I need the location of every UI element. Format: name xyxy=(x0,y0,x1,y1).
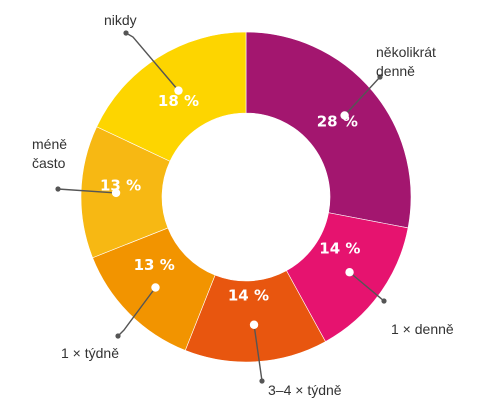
leader-end-dot xyxy=(55,186,61,192)
leader-end-dot xyxy=(381,298,387,304)
leader-line xyxy=(57,188,117,194)
leader-line xyxy=(349,271,385,302)
leader-dot xyxy=(340,111,349,120)
slice-value-label: 13 % xyxy=(100,176,141,194)
donut-slice xyxy=(96,31,247,162)
category-label: méně xyxy=(32,136,67,152)
leader-line xyxy=(253,324,263,382)
leader-end-dot xyxy=(115,333,121,339)
leader-line xyxy=(117,287,157,337)
leader-dot xyxy=(345,268,354,277)
slice-value-label: 14 % xyxy=(228,286,269,304)
leader-dot xyxy=(111,188,121,198)
leader-line xyxy=(344,76,381,116)
leader-dot xyxy=(151,283,160,292)
leader-dot xyxy=(174,86,183,95)
leader-end-dot xyxy=(259,378,265,384)
slice-value-label: 14 % xyxy=(319,240,360,258)
category-label: 3–4 × týdně xyxy=(268,382,342,398)
category-label: často xyxy=(32,155,66,171)
category-label: denně xyxy=(376,63,415,79)
leader-end-dot xyxy=(377,74,383,80)
leader-line xyxy=(125,32,180,92)
category-label: nikdy xyxy=(104,12,137,28)
category-label: 1 × denně xyxy=(391,321,454,337)
category-label: 1 × týdně xyxy=(61,345,119,361)
leader-end-dot xyxy=(123,30,129,36)
slice-value-label: 18 % xyxy=(158,92,199,110)
slice-value-label: 13 % xyxy=(134,256,175,274)
category-label: několikrát xyxy=(376,44,436,60)
slice-value-label: 28 % xyxy=(317,112,358,130)
leader-dot xyxy=(249,320,259,329)
donut-slice xyxy=(245,31,412,229)
